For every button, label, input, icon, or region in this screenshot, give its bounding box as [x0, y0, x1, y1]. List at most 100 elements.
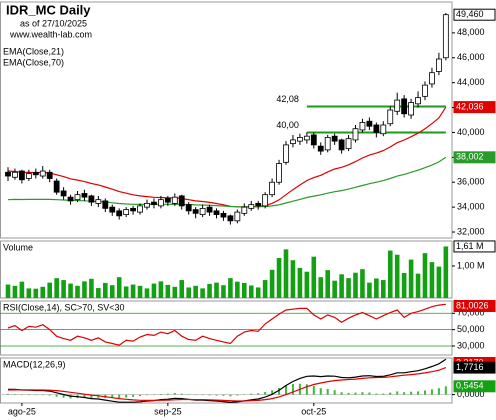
- x-tick-label: oct-25: [301, 406, 326, 416]
- histogram-bar: [166, 393, 169, 395]
- histogram-bar: [354, 392, 357, 395]
- candle-body: [394, 99, 401, 112]
- candle-body: [18, 170, 25, 181]
- candle-body: [81, 193, 88, 198]
- last-value-box: [453, 300, 496, 312]
- volume-bar: [75, 285, 80, 298]
- volume-bar: [422, 253, 428, 298]
- volume-bar: [144, 288, 150, 298]
- volume-bar: [332, 280, 337, 298]
- volume-bar: [186, 287, 191, 298]
- candle-body: [220, 212, 227, 218]
- candle-body: [283, 144, 289, 163]
- volume-bar: [12, 285, 18, 298]
- candle-body: [324, 137, 331, 151]
- candle-body: [178, 195, 185, 207]
- histogram-bar: [340, 392, 343, 395]
- last-value-label: 0,5454: [456, 381, 484, 391]
- volume-bar: [54, 278, 59, 298]
- volume-bar: [415, 273, 421, 298]
- volume-bar: [96, 288, 101, 298]
- volume-bar: [325, 270, 330, 298]
- source: www.wealth-lab.com: [9, 29, 92, 39]
- histogram-bar: [424, 390, 426, 395]
- x-tick-label: sep-25: [154, 406, 182, 416]
- candle-body: [164, 198, 171, 203]
- volume-bar: [214, 282, 219, 298]
- volume-bar: [137, 285, 143, 298]
- candle-body: [185, 204, 192, 212]
- candle-body: [352, 128, 359, 141]
- histogram-bar: [437, 388, 440, 395]
- candle-body: [248, 204, 255, 209]
- volume-bar: [200, 288, 205, 298]
- volume-bar: [255, 287, 261, 298]
- candle-body: [290, 139, 296, 145]
- y-tick-label: 1,00 M: [457, 260, 485, 270]
- panel-frame: [0, 357, 453, 404]
- volume-bar: [436, 266, 442, 298]
- candle-body: [137, 205, 143, 213]
- volume-bar: [179, 280, 185, 298]
- candle-body: [32, 171, 39, 176]
- volume-bar: [19, 281, 25, 298]
- last-value-box: [453, 240, 496, 253]
- histogram-bar: [180, 393, 183, 395]
- candle-body: [206, 206, 213, 213]
- volume-bar: [89, 278, 94, 298]
- histogram-bar: [201, 394, 204, 396]
- candle-body: [74, 194, 81, 201]
- candle-body: [359, 122, 366, 131]
- candle-body: [60, 190, 67, 197]
- histogram-bar: [132, 394, 135, 397]
- subtitle: as of 27/10/2025: [20, 18, 87, 28]
- histogram-bar: [62, 394, 65, 398]
- last-value-label: 38,002: [456, 152, 484, 162]
- volume-bar: [82, 281, 87, 298]
- candle-body: [429, 72, 435, 85]
- histogram-bar: [347, 392, 350, 395]
- histogram-bar: [13, 394, 16, 395]
- y-tick-label: 46,000: [457, 52, 485, 62]
- y-tick-label: 32,000: [457, 226, 485, 236]
- candle-body: [310, 134, 317, 146]
- volume-bar: [61, 280, 66, 298]
- candle-body: [116, 210, 123, 217]
- candle-body: [435, 58, 442, 72]
- histogram-bar: [222, 394, 225, 396]
- candle-body: [415, 97, 421, 105]
- last-value-label: 81,0026: [456, 300, 489, 310]
- histogram-bar: [417, 391, 420, 395]
- volume-bar: [353, 272, 358, 298]
- histogram-bar: [48, 394, 51, 396]
- candle-body: [317, 145, 324, 152]
- candle-body: [5, 171, 11, 177]
- y-tick-label: 70,000: [457, 308, 485, 318]
- y-tick-label: 44,000: [457, 77, 485, 87]
- volume-bar: [26, 288, 32, 298]
- histogram-bar: [146, 394, 148, 396]
- volume-bar: [248, 285, 254, 298]
- histogram-bar: [403, 392, 406, 395]
- candle-body: [262, 194, 269, 207]
- volume-bar: [165, 284, 171, 298]
- candle-body: [408, 102, 415, 116]
- panel-frame: [0, 300, 453, 356]
- histogram-bar: [382, 393, 385, 395]
- legend-entry: EMA(Close,21): [3, 46, 64, 56]
- histogram-bar: [90, 394, 93, 399]
- histogram-bar: [326, 388, 329, 395]
- volume-bar: [103, 282, 108, 298]
- candle-body: [401, 98, 408, 115]
- panel-title: Volume: [3, 242, 33, 252]
- histogram-bar: [333, 390, 336, 395]
- volume-bar: [109, 285, 115, 298]
- macd-line: [7, 367, 447, 402]
- histogram-bar: [361, 392, 364, 395]
- level-label: 42,08: [276, 94, 299, 104]
- ema-line: [7, 106, 447, 208]
- candle-body: [234, 211, 241, 222]
- volume-bar: [429, 262, 435, 298]
- y-tick-label: 36,000: [457, 177, 485, 187]
